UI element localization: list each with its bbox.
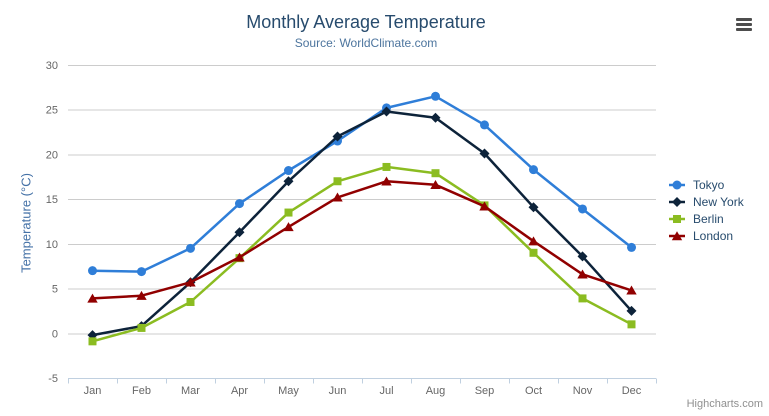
x-axis-label: Jan [84,385,102,397]
data-point-london-dec[interactable] [626,285,637,295]
legend-label-tokyo: Tokyo [693,177,725,192]
data-point-london-feb[interactable] [136,290,147,300]
data-point-tokyo-apr[interactable] [235,199,244,209]
data-point-tokyo-oct[interactable] [529,165,538,175]
highcharts-credit-link[interactable]: Highcharts.com [686,398,763,410]
data-point-new-york-sep[interactable] [479,148,490,159]
data-point-tokyo-nov[interactable] [578,204,587,214]
legend-marker-new-york [672,196,682,207]
data-point-tokyo-jan[interactable] [88,266,97,276]
x-axis-label: Jun [329,385,347,397]
legend-marker-london [671,230,683,240]
legend-symbol-square-icon [669,214,685,223]
data-point-london-jul[interactable] [381,176,392,186]
data-point-berlin-jul[interactable] [382,162,391,171]
data-point-tokyo-dec[interactable] [627,242,636,252]
x-axis-label: Nov [573,385,593,397]
data-point-berlin-nov[interactable] [578,294,587,303]
legend-marker-tokyo [672,180,682,189]
y-axis-label: -5 [48,373,58,385]
y-axis-title-label: Temperature (°C) [18,173,34,273]
data-point-london-aug[interactable] [430,180,441,190]
x-axis-label: Oct [525,385,542,397]
data-point-tokyo-feb[interactable] [137,267,146,277]
y-axis-label: 15 [46,194,58,206]
data-point-berlin-feb[interactable] [137,323,146,332]
x-axis-label: Aug [426,385,446,397]
data-point-new-york-nov[interactable] [577,251,588,262]
y-axis-label: 30 [46,60,58,72]
x-axis-label: Jul [379,385,393,397]
x-axis-label: Dec [622,385,642,397]
x-axis-label: Feb [132,385,151,397]
legend-symbol-circle-icon [669,180,685,189]
y-axis-label: 10 [46,239,58,251]
data-point-new-york-aug[interactable] [430,112,441,123]
series-line-new-york [91,110,633,337]
legend-symbol-diamond-icon [669,196,685,207]
chart-title: Monthly Average Temperature [246,12,486,32]
legend-label-london: London [693,228,734,243]
data-point-london-oct[interactable] [528,236,539,246]
x-axis-label: Mar [181,385,200,397]
y-axis-label: 25 [46,105,58,117]
data-point-london-may[interactable] [283,222,294,232]
data-point-new-york-oct[interactable] [528,202,539,213]
x-axis-label: May [278,385,299,397]
legend-marker-berlin [673,214,681,223]
series-line-tokyo [91,95,633,273]
legend-label-berlin: Berlin [693,211,724,226]
legend-symbol-triangle-icon [669,230,685,240]
data-point-tokyo-may[interactable] [284,166,293,176]
series-line-berlin [91,165,633,343]
legend: Tokyo New York Berlin London [668,176,744,244]
data-point-berlin-mar[interactable] [186,297,195,306]
chart-subtitle: Source: WorldClimate.com [294,36,438,50]
data-point-london-jan[interactable] [87,293,98,303]
hamburger-icon [732,18,756,31]
legend-label-new-york: New York [693,194,744,209]
series-tokyo [88,91,636,277]
series-line-london [91,180,633,300]
data-point-london-mar[interactable] [185,277,196,287]
legend-item-tokyo[interactable]: Tokyo [668,176,744,193]
data-point-berlin-jun[interactable] [333,177,342,186]
legend-item-london[interactable]: London [668,227,744,244]
data-point-new-york-dec[interactable] [626,305,637,316]
data-point-new-york-may[interactable] [283,176,294,187]
export-menu-button[interactable] [732,14,756,35]
data-point-berlin-jan[interactable] [88,337,97,346]
y-axis-label: 0 [52,328,58,340]
y-axis-label: 5 [52,284,58,296]
data-point-london-jun[interactable] [332,192,343,202]
series-london [87,176,637,303]
y-axis-label: 20 [46,149,58,161]
data-point-new-york-apr[interactable] [234,227,245,238]
data-point-berlin-may[interactable] [284,208,293,217]
data-point-tokyo-aug[interactable] [431,91,440,101]
data-point-berlin-aug[interactable] [431,169,440,178]
data-point-new-york-jul[interactable] [381,106,392,117]
x-axis-label: Apr [231,385,248,397]
data-point-london-sep[interactable] [479,201,490,211]
data-point-berlin-oct[interactable] [529,248,538,257]
series-new-york [87,106,637,341]
x-axis-label: Sep [475,385,495,397]
data-point-london-apr[interactable] [234,252,245,262]
data-point-london-nov[interactable] [577,269,588,279]
data-point-tokyo-mar[interactable] [186,243,195,253]
data-point-new-york-jun[interactable] [332,131,343,142]
legend-item-berlin[interactable]: Berlin [668,210,744,227]
data-point-tokyo-sep[interactable] [480,120,489,130]
data-point-berlin-dec[interactable] [627,320,636,329]
legend-item-new-york[interactable]: New York [668,193,744,210]
